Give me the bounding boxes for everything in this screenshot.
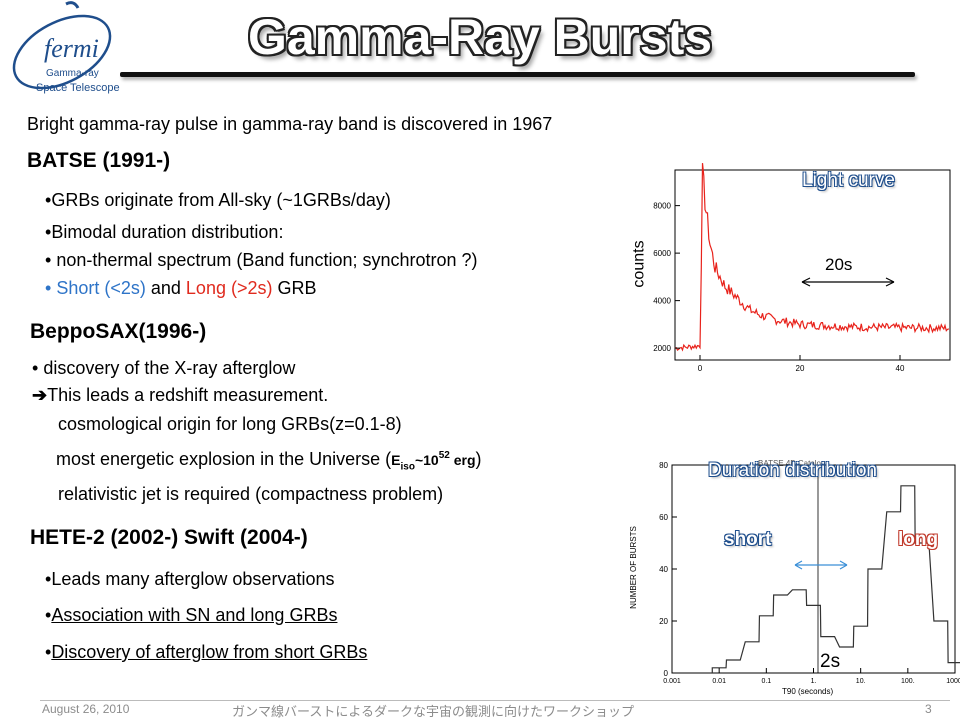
light-curve-plot: 8000 6000 4000 2000 0 20 40: [653, 163, 951, 373]
batse-bullet-2: Bimodal duration distribution:: [45, 222, 283, 243]
beppo-cosmo-line: cosmological origin for long GRBs(z=0.1-…: [58, 414, 402, 434]
dd-xtick-label: 1.: [811, 678, 817, 685]
batse-bullet-3: non-thermal spectrum (Band function; syn…: [45, 250, 478, 271]
arrow-line-text: This leads a redshift measurement.: [47, 385, 329, 405]
fermi-logo: fermi Gamma-ray Space Telescope: [4, 0, 129, 110]
lc-ytick-label: 4000: [653, 297, 671, 306]
bursts-axis-label: NUMBER OF BURSTS: [628, 526, 638, 609]
title-underline: [120, 72, 915, 77]
batse-bullet-4: Short (<2s) and Long (>2s) GRB: [45, 278, 317, 299]
dd-ytick-label: 20: [659, 617, 668, 626]
light-curve-label: Light curve: [802, 170, 895, 191]
batse-bullet-2-text: Bimodal duration distribution:: [51, 222, 284, 242]
hete-heading: HETE-2 (2002-) Swift (2004-): [30, 526, 308, 549]
short-label: short: [724, 529, 772, 550]
dd-xtick-label: 100.: [901, 678, 915, 685]
two-s-label: 2s: [820, 651, 841, 672]
footer-rule: [40, 700, 950, 701]
light-curve-series: [674, 163, 950, 352]
dd-xtick-label: 0.001: [663, 678, 681, 685]
dd-xtick-label: 1000.: [946, 678, 960, 685]
two-second-arrow-icon: [794, 560, 848, 570]
duration-series: [711, 485, 960, 673]
twenty-s-arrow-icon: [801, 277, 895, 287]
dd-ytick-label: 80: [659, 461, 668, 470]
beppo-jet-line: relativistic jet is required (compactnes…: [58, 484, 444, 504]
energy-unit: erg: [449, 452, 476, 468]
batse-bullet-3-text: non-thermal spectrum (Band function; syn…: [51, 250, 478, 270]
duration-label: Duration distribution: [708, 460, 877, 481]
dd-xtick-label: 0.1: [761, 678, 771, 685]
duration-histogram: 80 60 40 20 0 0.001 0.01 0.1 1. 10. 100. 1000.: [659, 461, 960, 685]
hete-bullet-2: Association with SN and long GRBs: [45, 605, 337, 626]
t90-axis-label: T90 (seconds): [782, 687, 834, 696]
footer-workshop: ガンマ線バーストによるダークな宇宙の観測に向けたワークショップ: [232, 704, 634, 719]
footer-date: August 26, 2010: [42, 702, 130, 716]
lc-ytick-label: 2000: [653, 344, 671, 353]
energy-mid: ~10: [414, 452, 439, 468]
batse-bullet-1-text: GRBs originate from All-sky (~1GRBs/day): [51, 190, 391, 210]
logo-line2: Space Telescope: [36, 82, 120, 94]
fermi-swoosh-icon: [12, 1, 112, 90]
dd-ytick-label: 0: [664, 669, 669, 678]
hete-bullet-2-text: Association with SN and long GRBs: [51, 605, 338, 625]
energy-sup: 52: [438, 450, 450, 461]
beppo-energy-line: most energetic explosion in the Universe…: [56, 449, 482, 473]
lc-xtick-label: 40: [896, 364, 905, 373]
light-curve-figure: 8000 6000 4000 2000 0 20 40 counts Light curv…: [630, 160, 955, 375]
beppo-bullet-1: discovery of the X-ray afterglow: [32, 358, 295, 379]
energy-close: ): [475, 449, 482, 469]
beppo-bullet-1-text: discovery of the X-ray afterglow: [38, 358, 296, 378]
long-grb-text: Long (>2s): [185, 278, 273, 298]
hete-bullet-3-text: Discovery of afterglow from short GRBs: [51, 642, 368, 662]
dd-ytick-label: 40: [659, 565, 668, 574]
short-grb-text: Short (<2s): [56, 278, 146, 298]
hete-bullet-1-text: Leads many afterglow observations: [51, 569, 335, 589]
catalog-label: BATSE 4B Catalog: [758, 459, 826, 468]
dd-xtick-label: 0.01: [712, 678, 726, 685]
batse-bullet-1: GRBs originate from All-sky (~1GRBs/day): [45, 190, 391, 211]
counts-label: counts: [630, 240, 648, 288]
logo-line1: Gamma-ray: [46, 68, 99, 79]
lc-xtick-label: 0: [698, 364, 703, 373]
lc-ytick-label: 6000: [653, 249, 671, 258]
intro-text: Bright gamma-ray pulse in gamma-ray band…: [27, 114, 553, 134]
long-label: long: [898, 529, 939, 550]
dd-ytick-label: 60: [659, 513, 668, 522]
hete-bullet-1: Leads many afterglow observations: [45, 569, 334, 590]
logo-wordmark: fermi: [44, 34, 99, 63]
dd-xtick-label: 10.: [856, 678, 866, 685]
batse-heading: BATSE (1991-): [27, 149, 171, 172]
energy-pre: most energetic explosion in the Universe…: [56, 449, 392, 469]
lc-ytick-label: 8000: [653, 202, 671, 211]
right-arrow-icon: ➔: [32, 385, 48, 405]
energy-E: E: [391, 452, 401, 468]
beppo-heading: BeppoSAX(1996-): [30, 320, 207, 343]
duration-figure: 80 60 40 20 0 0.001 0.01 0.1 1. 10. 100. 1000. BAT…: [628, 455, 960, 700]
twenty-s-label: 20s: [825, 255, 853, 274]
slide-title: Gamma-Ray Bursts: [247, 9, 713, 65]
footer-page: 3: [925, 702, 932, 716]
energy-sub: iso: [400, 461, 415, 473]
grb-text: GRB: [272, 278, 317, 298]
beppo-arrow-line: ➔This leads a redshift measurement.: [32, 385, 328, 406]
lc-xtick-label: 20: [796, 364, 805, 373]
hete-bullet-3: Discovery of afterglow from short GRBs: [45, 642, 367, 663]
and-text: and: [145, 278, 186, 298]
